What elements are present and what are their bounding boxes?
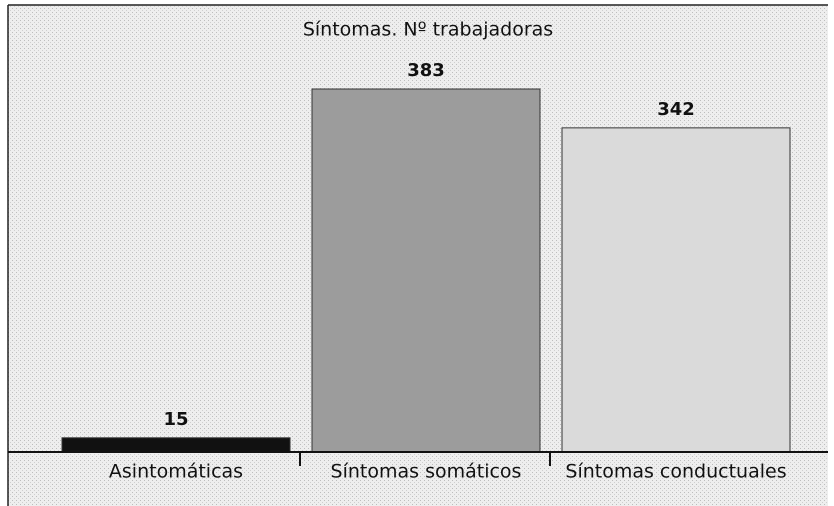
- bar: [61, 437, 291, 453]
- x-tick-label: Síntomas conductuales: [565, 461, 786, 483]
- bar: [311, 88, 541, 453]
- x-tick-label: Asintomáticas: [109, 461, 243, 483]
- x-tick-label: Síntomas somáticos: [331, 461, 522, 483]
- bar: [561, 127, 791, 453]
- value-label: 342: [657, 99, 695, 120]
- chart-title: Síntomas. Nº trabajadoras: [303, 19, 553, 41]
- value-label: 15: [163, 409, 188, 430]
- value-label: 383: [407, 60, 445, 81]
